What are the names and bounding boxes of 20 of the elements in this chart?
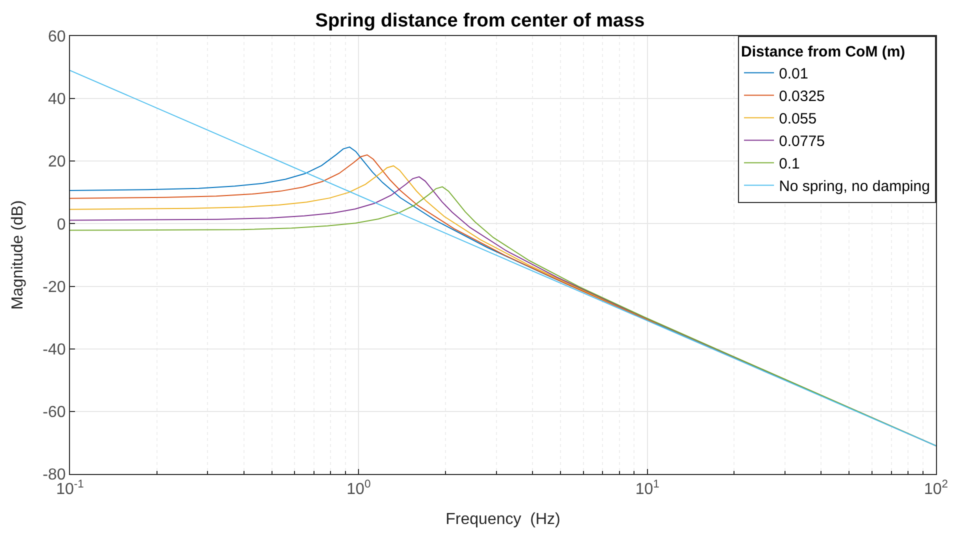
chart-title: Spring distance from center of mass <box>315 10 645 32</box>
y-tick-label: 40 <box>48 91 66 108</box>
legend-label: 0.1 <box>779 156 800 173</box>
legend-label: No spring, no damping <box>779 178 930 196</box>
x-tick-label: 10$^{2}$ <box>924 478 948 498</box>
legend-title: Distance from CoM (m) <box>741 44 906 60</box>
x-axis-title: Frequency (Hz) <box>446 510 560 528</box>
x-tick-label: 10$^{1}$ <box>635 478 660 498</box>
legend-label: 0.01 <box>779 66 808 83</box>
y-tick-label: -60 <box>42 404 66 422</box>
legend-label: 0.055 <box>779 110 817 128</box>
y-tick-label: 0 <box>56 216 66 234</box>
y-tick-label: 60 <box>48 28 66 46</box>
y-tick-label: -20 <box>42 278 66 296</box>
legend-label: 0.0325 <box>779 88 825 106</box>
y-axis-title: Magnitude (dB) <box>10 200 27 310</box>
y-tick-label: -40 <box>42 341 66 358</box>
legend-label: 0.0775 <box>779 133 825 150</box>
y-tick-label: 20 <box>48 154 66 171</box>
x-tick-label: 10$^{0}$ <box>346 478 371 498</box>
